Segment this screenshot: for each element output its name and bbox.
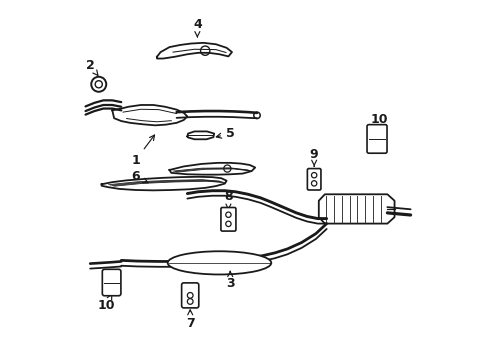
Text: 1: 1 <box>131 135 154 167</box>
Text: 5: 5 <box>216 127 234 140</box>
Polygon shape <box>187 131 214 139</box>
Circle shape <box>311 181 316 186</box>
Text: 2: 2 <box>85 59 98 75</box>
Text: 10: 10 <box>97 294 114 312</box>
Text: 9: 9 <box>309 148 318 166</box>
Polygon shape <box>169 163 255 175</box>
Text: 8: 8 <box>224 190 232 209</box>
FancyBboxPatch shape <box>102 269 121 296</box>
Polygon shape <box>102 177 226 190</box>
FancyBboxPatch shape <box>307 168 320 190</box>
Polygon shape <box>157 43 231 59</box>
Text: 4: 4 <box>193 18 202 37</box>
Ellipse shape <box>167 251 271 274</box>
Text: 10: 10 <box>370 113 387 131</box>
FancyBboxPatch shape <box>221 207 235 231</box>
Text: 6: 6 <box>131 170 148 183</box>
FancyBboxPatch shape <box>181 283 198 308</box>
Circle shape <box>225 221 231 226</box>
Text: 3: 3 <box>225 271 234 290</box>
FancyBboxPatch shape <box>366 125 386 153</box>
Text: 7: 7 <box>185 310 194 330</box>
Circle shape <box>225 212 231 217</box>
Polygon shape <box>112 105 187 125</box>
Polygon shape <box>318 194 394 224</box>
Circle shape <box>311 172 316 178</box>
